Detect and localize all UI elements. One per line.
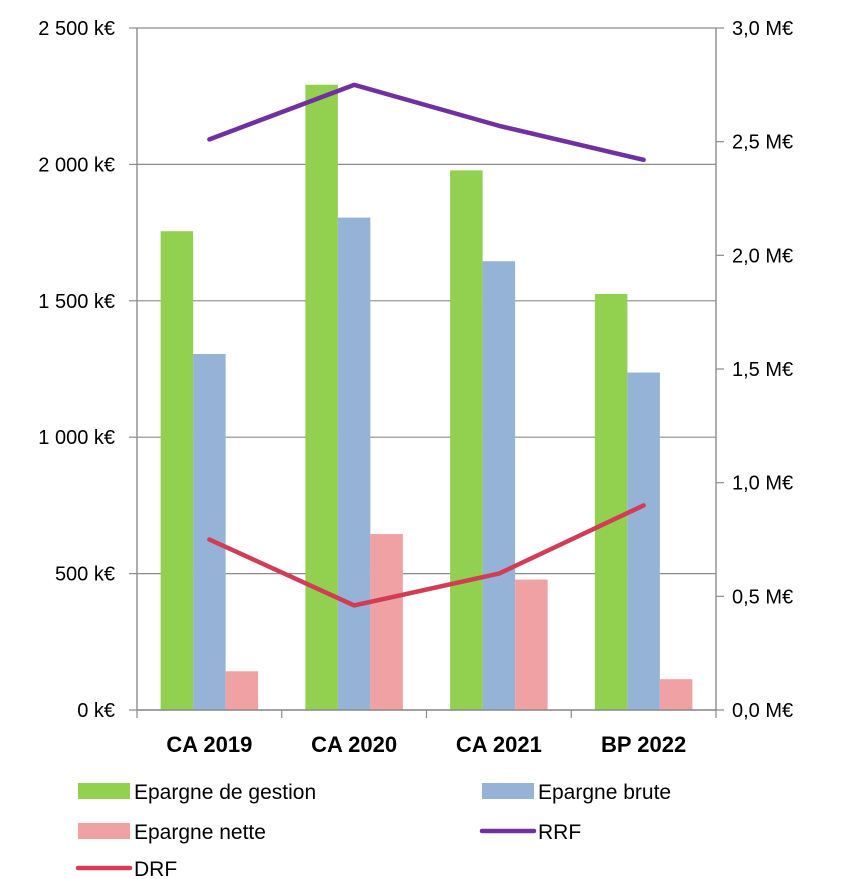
category-label: CA 2020 <box>311 732 397 757</box>
left-tick-label: 1 500 k€ <box>38 291 115 313</box>
legend-swatch <box>482 783 534 799</box>
category-label: CA 2019 <box>166 732 252 757</box>
right-tick-label: 2,5 M€ <box>732 132 793 154</box>
line-series <box>207 82 646 608</box>
bar <box>305 84 338 710</box>
left-tick-label: 2 500 k€ <box>38 18 115 40</box>
right-axis-ticks: 0,0 M€ 0,5 M€ 1,0 M€ 1,5 M€ 2,0 M€ 2,5 M€ 3,0 … <box>732 18 793 722</box>
right-tick-label: 1,5 M€ <box>732 359 793 381</box>
legend-swatch <box>78 783 130 799</box>
legend-item: Epargne de gestion <box>78 781 316 804</box>
right-tick-label: 0,0 M€ <box>732 700 793 722</box>
bar <box>193 353 226 710</box>
bar <box>627 372 660 710</box>
right-tick-label: 2,0 M€ <box>732 245 793 267</box>
bar-series <box>160 84 693 710</box>
bar <box>515 579 548 710</box>
bar <box>482 261 516 710</box>
legend-label: RRF <box>538 821 581 844</box>
bar <box>225 671 259 710</box>
series-line <box>207 82 646 163</box>
right-tick-label: 3,0 M€ <box>732 18 793 40</box>
legend-item: DRF <box>75 858 177 879</box>
right-tick-label: 1,0 M€ <box>732 473 793 495</box>
category-labels: CA 2019 CA 2020 CA 2021 BP 2022 <box>166 732 686 757</box>
series-line <box>207 503 646 608</box>
bar <box>370 534 403 710</box>
legend-label: DRF <box>134 858 177 879</box>
bar <box>450 170 483 710</box>
left-tick-label: 1 000 k€ <box>38 427 115 449</box>
legend-label: Epargne brute <box>538 781 671 804</box>
legend-swatch <box>78 823 130 839</box>
left-tick-label: 500 k€ <box>55 564 115 586</box>
bar <box>659 679 693 710</box>
legend-item: Epargne nette <box>78 821 266 844</box>
right-tick-label: 0,5 M€ <box>732 586 793 608</box>
legend-item: RRF <box>479 821 581 844</box>
left-tick-label: 2 000 k€ <box>38 154 115 176</box>
category-label: BP 2022 <box>601 732 686 757</box>
bar <box>160 231 194 710</box>
bar <box>594 293 628 710</box>
bar <box>337 217 371 710</box>
legend-item: Epargne brute <box>482 781 671 804</box>
legend-label: Epargne nette <box>134 821 266 844</box>
left-tick-label: 0 k€ <box>77 700 115 722</box>
legend-label: Epargne de gestion <box>134 781 316 804</box>
left-axis-ticks: 0 k€ 500 k€ 1 000 k€ 1 500 k€ 2 000 k€ 2 500 … <box>38 18 115 722</box>
axes <box>129 27 724 718</box>
legend: Epargne de gestion Epargne brute Epargne n… <box>75 781 671 879</box>
category-label: CA 2021 <box>456 732 542 757</box>
